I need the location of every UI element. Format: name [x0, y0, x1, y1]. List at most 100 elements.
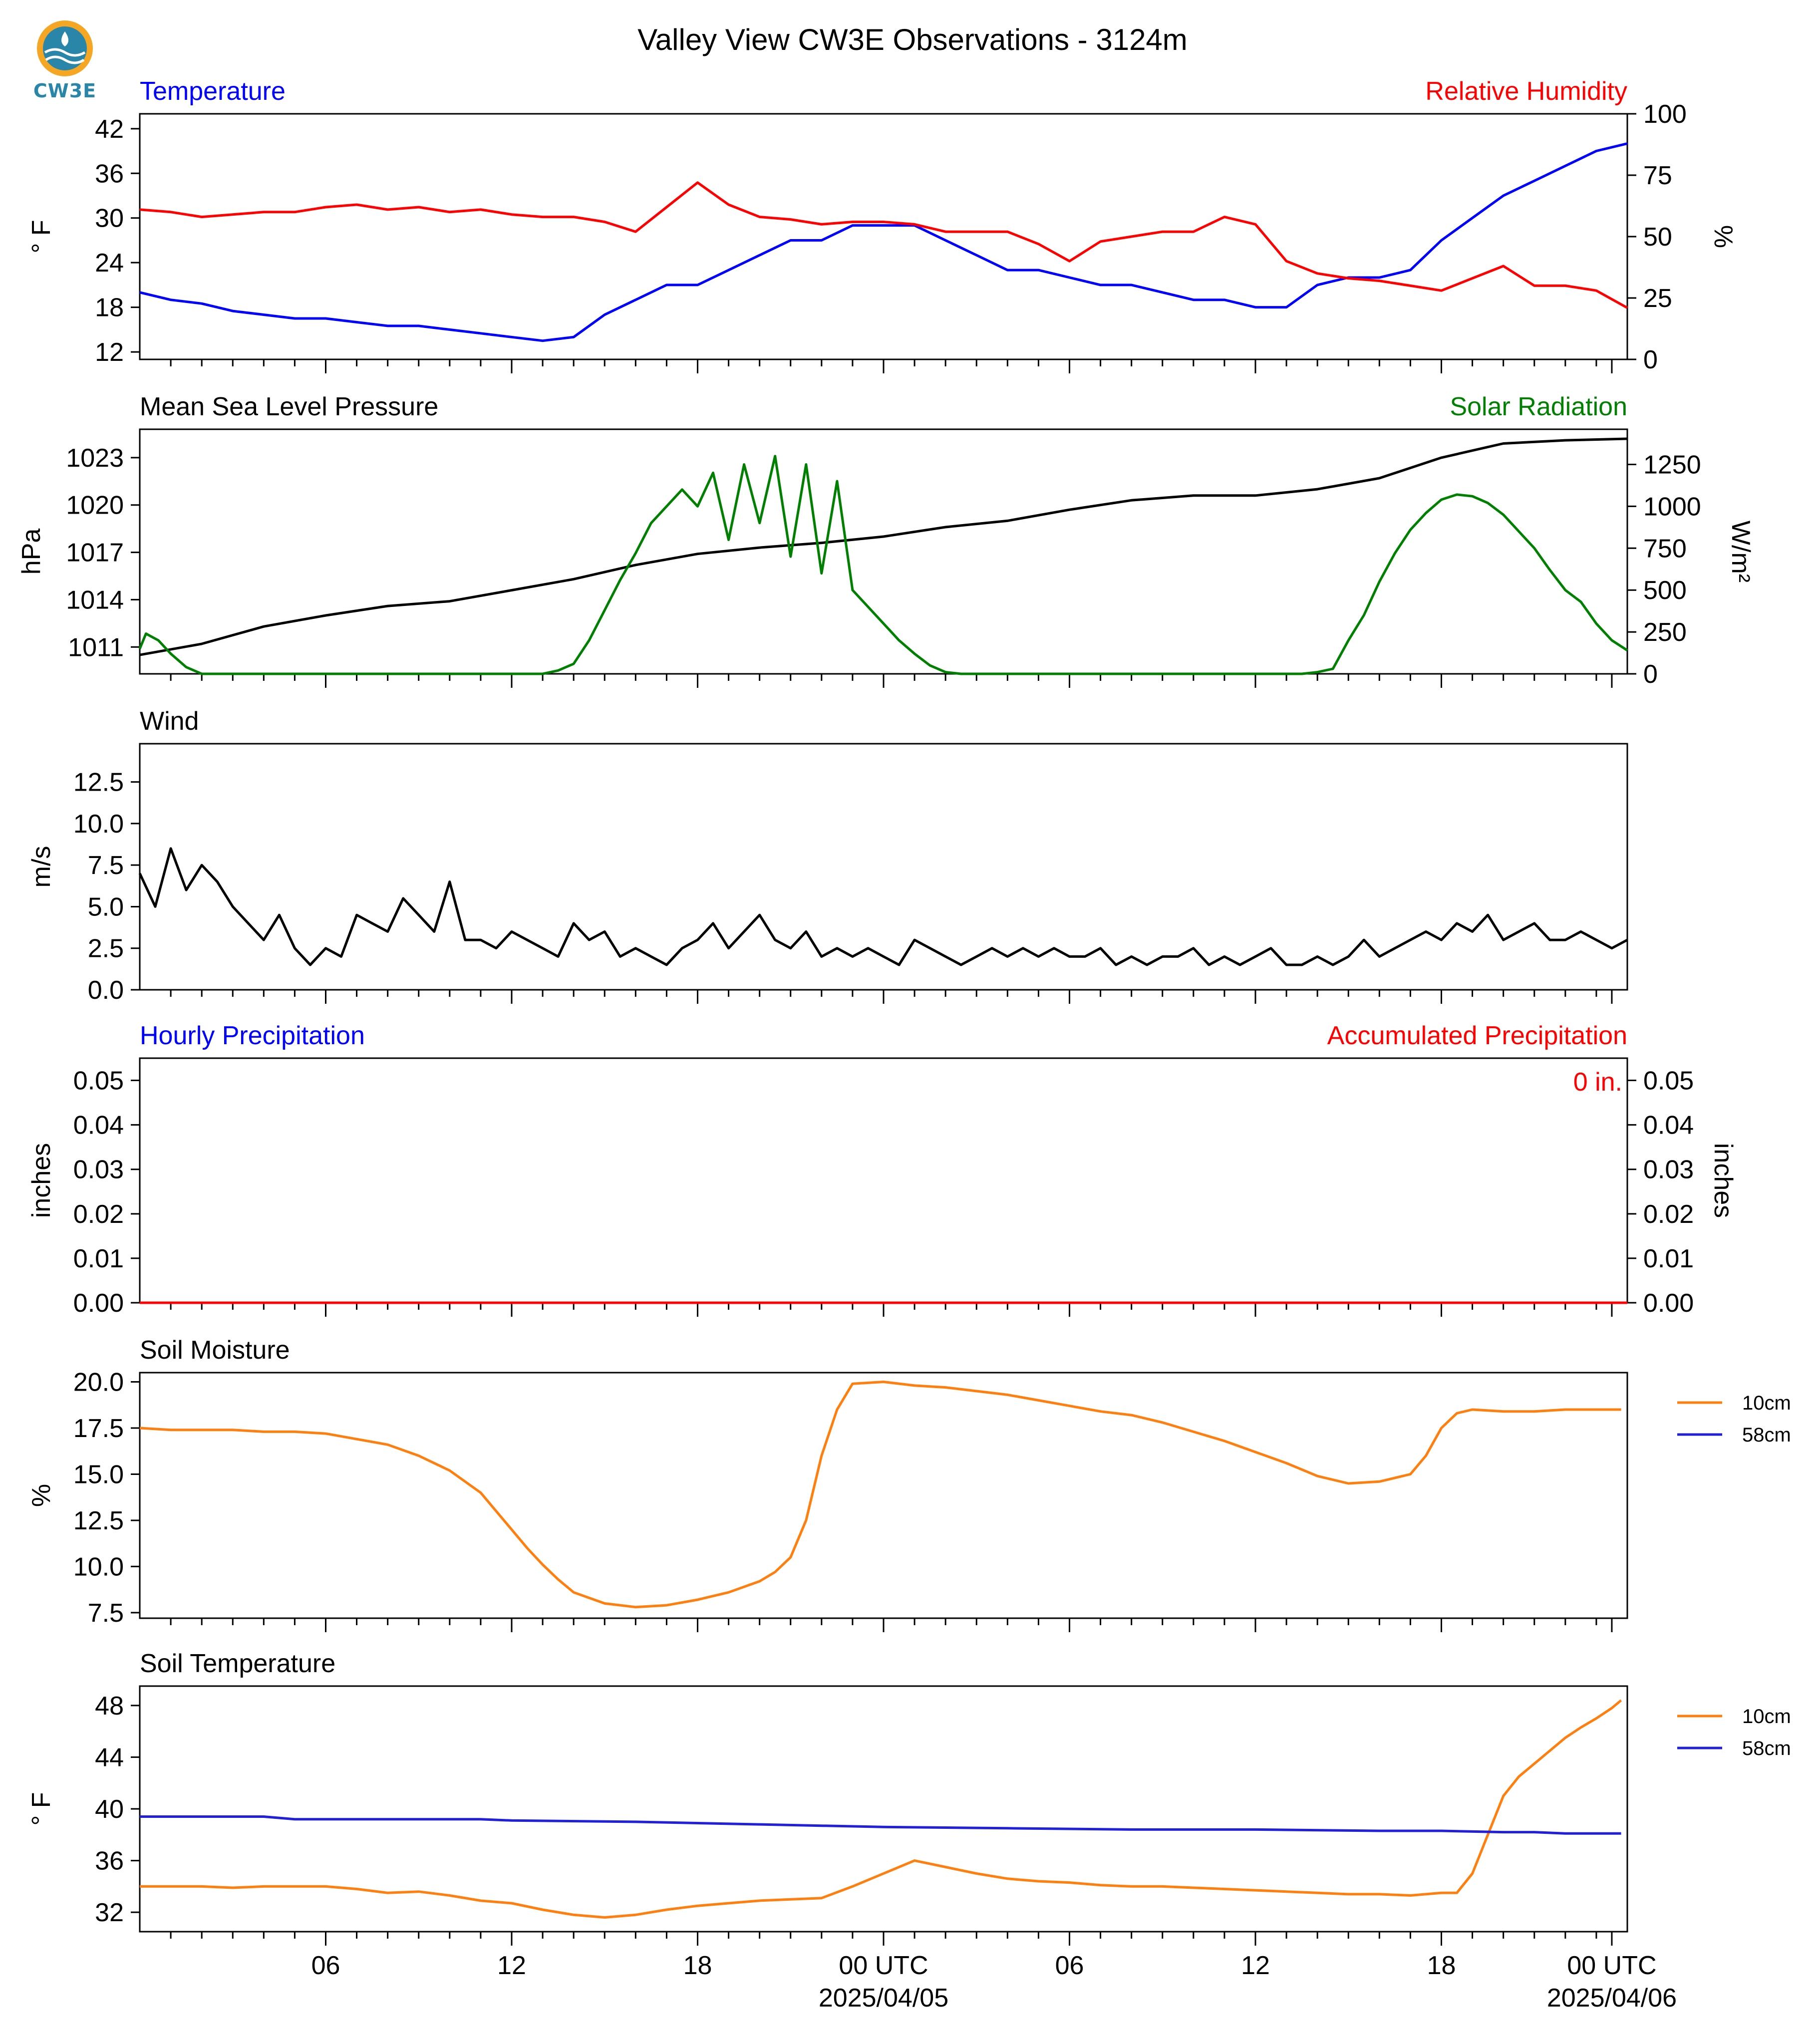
x-tick-label: 18 [683, 1951, 712, 1980]
series-line-2 [140, 1815, 1621, 1835]
y-axis-label-left: % [27, 1484, 56, 1507]
accumulated-total-label: 0 in. [1573, 1068, 1622, 1097]
y-tick-label-left: 1017 [66, 539, 124, 568]
logo-text: CW3E [33, 80, 97, 102]
y-tick-label-right: 0.04 [1643, 1111, 1694, 1140]
y-tick-label-left: 0.03 [73, 1156, 124, 1184]
series-line-1 [139, 1381, 1621, 1609]
y-axis-label-right: % [1709, 225, 1738, 248]
y-tick-label-left: 2.5 [88, 934, 124, 963]
y-tick-label-left: 0.02 [73, 1200, 124, 1229]
panel-title-left: Temperature [140, 77, 286, 106]
y-tick-label-left: 20.0 [73, 1368, 124, 1397]
y-tick-label-left: 1011 [68, 633, 124, 662]
y-tick-label-left: 42 [95, 115, 124, 144]
y-axis-label-left: m/s [27, 846, 56, 888]
x-tick-label: 12 [497, 1951, 526, 1980]
y-tick-label-left: 40 [95, 1795, 124, 1824]
y-tick-label-right: 1000 [1643, 492, 1701, 521]
x-tick-label: 06 [311, 1951, 340, 1980]
y-tick-label-left: 7.5 [88, 851, 124, 880]
legend-label: 10cm [1742, 1706, 1791, 1728]
y-tick-label-right: 250 [1643, 618, 1687, 647]
y-tick-label-right: 0.05 [1643, 1067, 1694, 1096]
legend-label: 58cm [1742, 1738, 1791, 1759]
y-tick-label-left: 12 [95, 338, 124, 367]
y-tick-label-right: 0.02 [1643, 1200, 1694, 1229]
y-tick-label-left: 17.5 [73, 1414, 124, 1443]
y-tick-label-left: 36 [95, 159, 124, 188]
y-tick-label-left: 12.5 [73, 1506, 124, 1535]
plot-frame [139, 428, 1628, 675]
y-tick-label-left: 12.5 [73, 768, 124, 797]
y-tick-label-left: 1023 [66, 444, 124, 473]
series-line-1 [140, 1699, 1622, 1919]
y-tick-label-left: 1014 [66, 585, 124, 614]
x-tick-label: 00 UTC [839, 1951, 928, 1980]
y-tick-label-right: 500 [1643, 576, 1687, 605]
legend-label: 58cm [1742, 1424, 1791, 1446]
panel-title-right: Relative Humidity [1425, 77, 1627, 106]
y-tick-label-left: 18 [95, 293, 124, 322]
y-tick-label-left: 7.5 [88, 1599, 124, 1628]
y-axis-label-right: W/m² [1726, 521, 1755, 582]
y-tick-label-left: 30 [95, 204, 124, 233]
panel-6: Soil Temperature 48 44 40 36 32 ° F 10cm 58cm 06 1… [27, 1649, 1791, 2013]
x-tick-label: 12 [1241, 1951, 1270, 1980]
panel-title-left: Soil Moisture [140, 1336, 290, 1365]
y-tick-label-left: 36 [95, 1847, 124, 1876]
y-tick-label-right: 75 [1643, 161, 1672, 190]
y-tick-label-left: 32 [95, 1898, 124, 1927]
y-tick-label-left: 0.05 [73, 1067, 124, 1096]
y-tick-label-right: 0 [1643, 345, 1658, 374]
y-tick-label-left: 1020 [66, 491, 124, 520]
panels-group: Temperature Relative Humidity 42 36 30 24 18 12… [17, 77, 1791, 2013]
y-tick-label-left: 0.0 [88, 976, 124, 1005]
panel-title-left: Hourly Precipitation [140, 1021, 365, 1050]
chart-title: Valley View CW3E Observations - 3124m [637, 23, 1188, 56]
y-tick-label-right: 50 [1643, 223, 1672, 252]
y-tick-label-left: 48 [95, 1692, 124, 1721]
x-tick-label: 06 [1055, 1951, 1084, 1980]
series-line-1 [138, 847, 1628, 966]
x-date-label: 2025/04/05 [819, 1984, 948, 2013]
plot-frame [139, 743, 1628, 991]
panel-5: Soil Moisture 20.0 17.5 15.0 12.5 10.0 7.5% 10c… [27, 1336, 1791, 1632]
y-tick-label-left: 0.01 [73, 1244, 124, 1273]
panel-3: Wind 12.5 10.0 7.5 5.0 2.5 0.0 m/s [27, 707, 1628, 1005]
y-axis-label-left: ° F [27, 1792, 56, 1825]
y-tick-label-right: 0 [1643, 660, 1658, 689]
legend-label: 10cm [1742, 1392, 1791, 1414]
y-tick-label-right: 100 [1643, 100, 1687, 129]
cw3e-logo-icon [37, 20, 93, 76]
panel-title-right: Accumulated Precipitation [1327, 1021, 1627, 1050]
y-tick-label-left: 0.00 [73, 1289, 124, 1318]
panel-title-left: Wind [140, 707, 199, 736]
y-tick-label-right: 25 [1643, 284, 1672, 313]
y-tick-label-right: 0.00 [1643, 1289, 1694, 1318]
y-axis-label-left: inches [27, 1143, 56, 1218]
panel-title-left: Soil Temperature [140, 1649, 335, 1678]
y-tick-label-right: 0.03 [1643, 1156, 1694, 1184]
series-line-2 [139, 181, 1628, 309]
y-axis-label-left: hPa [17, 529, 46, 575]
y-tick-label-right: 1250 [1643, 450, 1701, 479]
panel-title-right: Solar Radiation [1450, 392, 1627, 421]
y-tick-label-left: 10.0 [73, 810, 124, 839]
y-tick-label-left: 44 [95, 1743, 124, 1772]
plot-frame [139, 1057, 1628, 1304]
plot-frame [139, 1372, 1628, 1619]
panel-1: Temperature Relative Humidity 42 36 30 24 18 12… [27, 77, 1738, 374]
x-tick-label: 18 [1427, 1951, 1456, 1980]
y-tick-label-right: 0.01 [1643, 1244, 1694, 1273]
y-tick-label-left: 0.04 [73, 1111, 124, 1140]
y-tick-label-left: 24 [95, 249, 124, 278]
panel-title-left: Mean Sea Level Pressure [140, 392, 438, 421]
series-line-2 [138, 455, 1628, 675]
panel-2: Mean Sea Level Pressure Solar Radiation 10… [17, 392, 1755, 689]
y-tick-label-left: 10.0 [73, 1552, 124, 1581]
series-line-1 [139, 142, 1628, 342]
y-axis-label-right: inches [1709, 1143, 1738, 1218]
